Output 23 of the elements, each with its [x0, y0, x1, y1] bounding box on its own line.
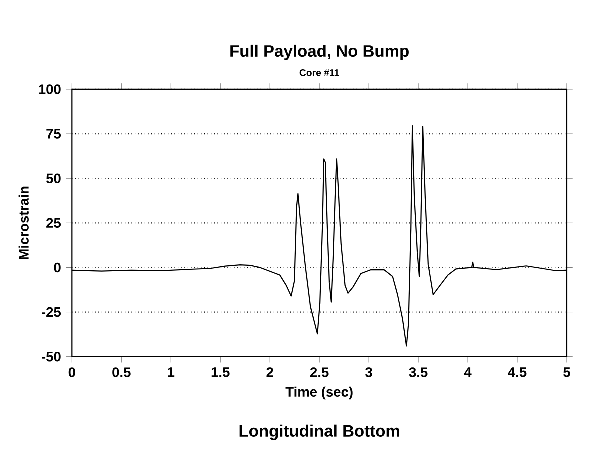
x-tick-label: 1.5: [212, 368, 230, 378]
y-axis-title: Microstrain: [18, 186, 29, 260]
x-tick-label: 4: [464, 368, 472, 378]
x-tick-label: 2.5: [310, 368, 329, 378]
x-tick-label: 1: [168, 368, 175, 378]
x-axis-title: Time (sec): [286, 386, 353, 400]
y-tick-label: -25: [42, 308, 62, 318]
x-tick-label: 2: [266, 368, 274, 378]
x-tick-label: 3.5: [409, 368, 428, 378]
y-tick-label: 50: [46, 174, 61, 184]
chart-subtitle: Core #11: [300, 70, 340, 76]
x-tick-label: 4.5: [508, 368, 527, 378]
y-tick-label: 100: [39, 84, 61, 94]
x-tick-label: 5: [564, 368, 570, 378]
y-tick-label: -50: [42, 352, 61, 362]
x-tick-label: 0: [68, 368, 76, 378]
text: Longitudinal Bottom: [240, 424, 400, 440]
y-tick-label: 25: [46, 218, 62, 228]
x-tick-label: 3: [366, 368, 372, 378]
y-tick-label: 75: [46, 129, 62, 139]
y-tick-label: 0: [54, 262, 61, 273]
x-tick-label: 0.5: [112, 368, 131, 378]
chart-title: Full Payload, No Bump: [230, 45, 409, 60]
